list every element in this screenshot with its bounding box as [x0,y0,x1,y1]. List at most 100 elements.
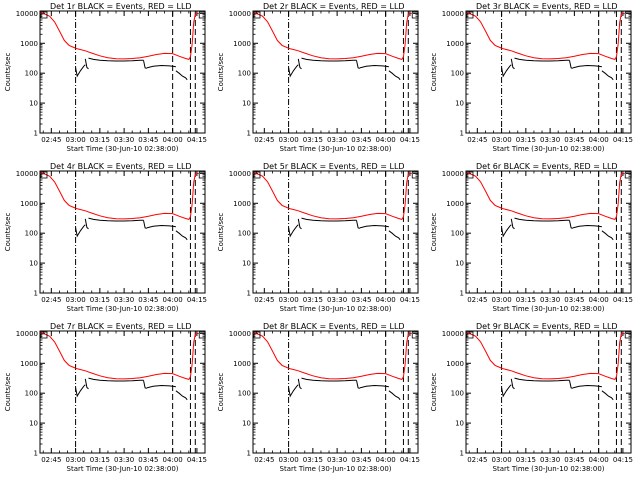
y-tick-label: 10000 [229,330,251,338]
x-tick-label: 03:15 [303,136,323,144]
x-tick-label: 03:15 [516,136,536,144]
series-line-events [88,377,144,382]
y-tick-label: 100 [451,70,464,78]
chart-panel-1: Det 1r BLACK = Events, RED = LLD Counts/s… [4,2,207,153]
x-tick-label: 04:15 [187,136,207,144]
y-tick-label: 100 [451,230,464,238]
x-tick-label: 03:00 [65,296,85,304]
y-tick-label: 10 [242,260,251,268]
x-tick-label: 03:00 [491,136,511,144]
series-line-events [143,220,147,229]
chart-title: Det 1r BLACK = Events, RED = LLD [50,2,192,11]
y-axis-label: Counts/sec [4,373,12,412]
x-tick-label: 04:15 [187,456,207,464]
series-line-events [146,384,176,389]
plot-frame [465,170,632,294]
series-line-events [288,224,299,238]
series-line-events [143,380,147,389]
top-marker-box [624,11,632,19]
x-tick-label: 02:45 [254,456,274,464]
y-tick-label: 1 [460,450,464,458]
y-tick-label: 10 [242,100,251,108]
x-tick-label: 03:45 [564,136,584,144]
x-axis-label: Start Time (30-Jun-10 02:38:00) [493,305,605,313]
top-marker-box [253,11,261,19]
chart-panel-8: Det 8r BLACK = Events, RED = LLD Counts/s… [217,322,420,473]
x-tick-label: 03:00 [65,456,85,464]
x-axis-label: Start Time (30-Jun-10 02:38:00) [493,145,605,153]
x-tick-label: 03:30 [114,136,134,144]
series-line-events [84,218,89,230]
x-tick-label: 03:00 [491,456,511,464]
series-line-lld [252,172,412,220]
x-tick-label: 02:45 [41,456,61,464]
y-tick-label: 10000 [442,10,464,18]
x-axis-label: Start Time (30-Jun-10 02:38:00) [67,145,179,153]
y-axis-label: Counts/sec [430,373,438,412]
series-line-lld [39,12,199,60]
x-tick-label: 02:45 [467,136,487,144]
x-tick-label: 04:15 [187,296,207,304]
y-tick-label: 1 [247,130,251,138]
series-line-events [569,380,573,389]
y-tick-label: 1000 [446,200,464,208]
y-tick-label: 1000 [446,360,464,368]
series-line-events [510,218,515,230]
y-tick-label: 1 [460,130,464,138]
chart-panel-4: Det 4r BLACK = Events, RED = LLD Counts/s… [4,162,207,313]
series-line-events [356,380,360,389]
x-tick-label: 03:15 [303,296,323,304]
series-line-events [501,224,512,238]
x-tick-label: 03:15 [303,456,323,464]
x-tick-label: 03:15 [90,296,110,304]
y-tick-label: 10 [29,100,38,108]
x-tick-label: 02:45 [467,456,487,464]
x-tick-label: 03:45 [138,136,158,144]
top-marker-box [253,171,261,179]
top-marker-box [411,171,419,179]
plot-frame [39,10,206,134]
plot-frame [465,10,632,134]
y-tick-label: 100 [25,230,38,238]
top-marker-box [466,171,474,179]
series-line-events [301,57,357,62]
x-tick-label: 02:45 [41,136,61,144]
x-axis-label: Start Time (30-Jun-10 02:38:00) [493,465,605,473]
x-axis-label: Start Time (30-Jun-10 02:38:00) [67,305,179,313]
x-tick-label: 02:45 [41,296,61,304]
x-tick-label: 02:45 [254,136,274,144]
top-marker-box [40,171,48,179]
series-line-events [297,378,302,390]
series-line-events [356,60,360,69]
y-tick-label: 10000 [229,170,251,178]
plot-frame [465,330,632,454]
series-line-events [88,57,144,62]
x-tick-label: 03:00 [278,296,298,304]
top-marker-box [466,331,474,339]
y-tick-label: 100 [25,70,38,78]
x-tick-label: 03:15 [516,296,536,304]
y-tick-label: 1000 [233,360,251,368]
series-line-events [84,58,89,70]
x-tick-label: 04:00 [589,136,609,144]
y-tick-label: 100 [451,390,464,398]
x-tick-label: 03:30 [540,136,560,144]
series-line-events [501,64,512,78]
y-tick-label: 1000 [233,200,251,208]
x-tick-label: 04:15 [613,456,633,464]
series-line-events [288,64,299,78]
x-tick-label: 04:00 [589,456,609,464]
series-line-events [175,390,188,401]
x-tick-label: 04:00 [163,136,183,144]
y-tick-label: 10 [455,420,464,428]
x-tick-label: 02:45 [254,296,274,304]
series-line-events [572,384,602,389]
series-line-lld [252,12,412,60]
x-tick-label: 03:30 [327,296,347,304]
series-line-events [601,390,614,401]
x-tick-label: 04:00 [163,456,183,464]
series-line-events [301,217,357,222]
top-marker-box [624,331,632,339]
series-line-lld [252,332,412,380]
x-axis-label: Start Time (30-Jun-10 02:38:00) [280,465,392,473]
